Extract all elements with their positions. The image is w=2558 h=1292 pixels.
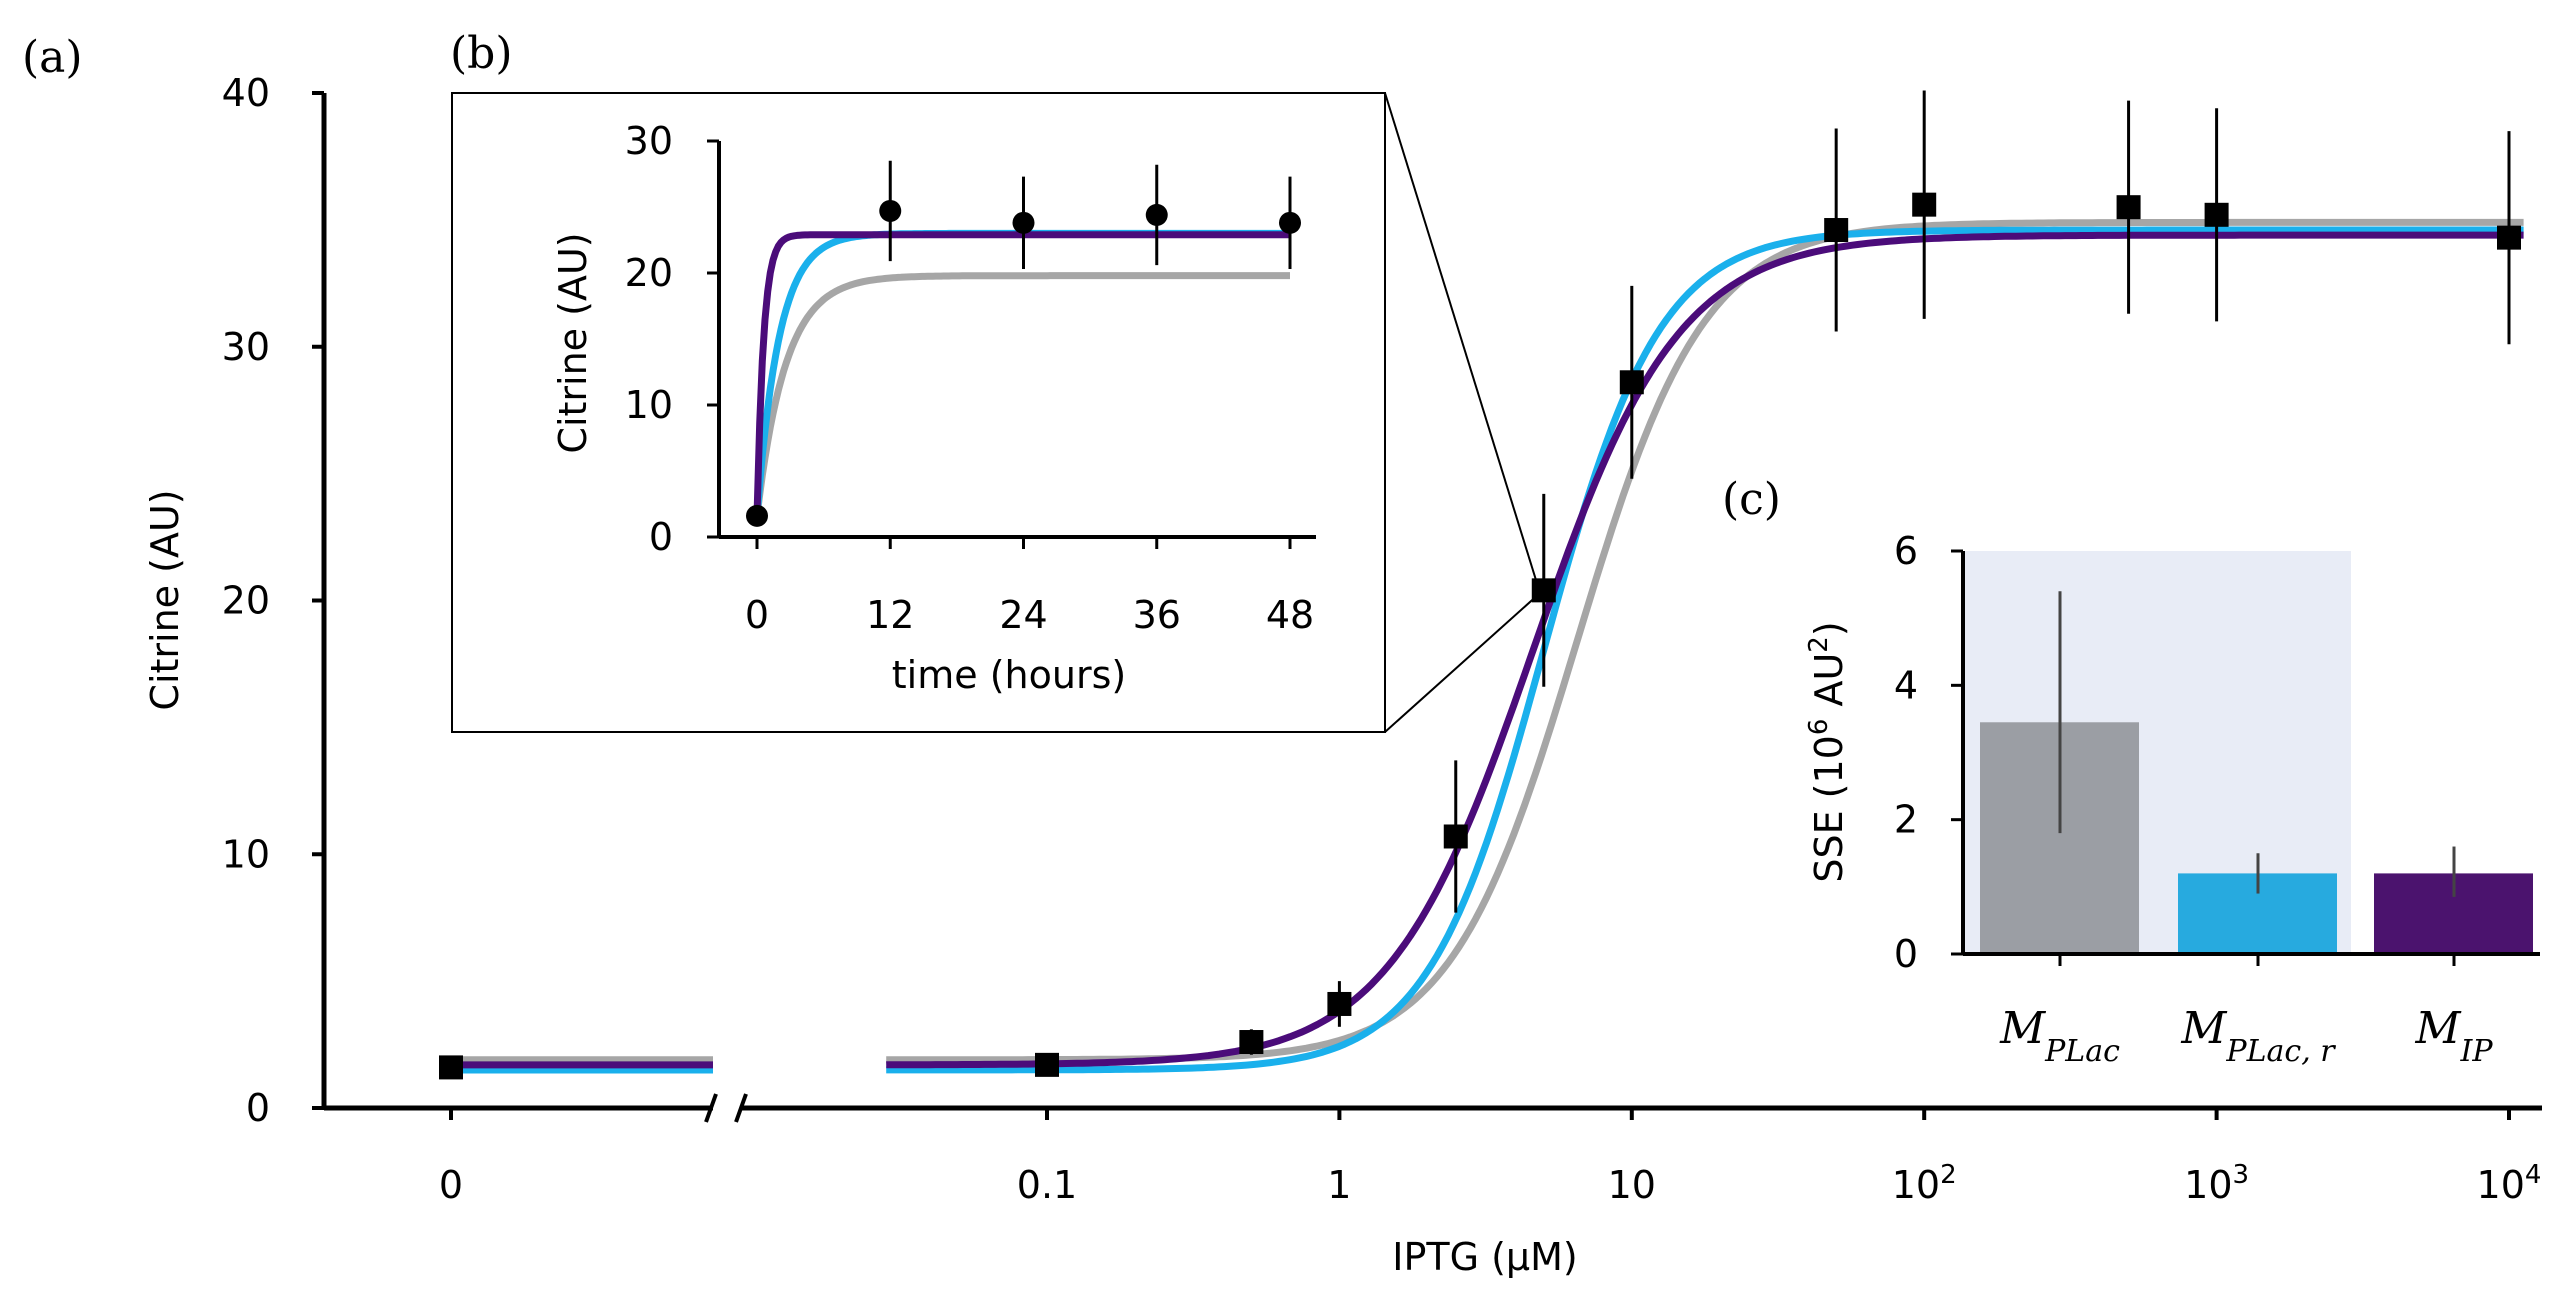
panel-b-inset: 0 10 20 30 0 12 24 36 48 time (hours) Citrine (A…: [451, 92, 1386, 733]
data-point: [2497, 225, 2521, 250]
zoom-connector-bottom: [1384, 592, 1541, 733]
data-point: [1012, 211, 1035, 234]
category-label: MPLac, r: [2180, 1003, 2336, 1069]
x-tick-label: 102: [1892, 1160, 1957, 1207]
data-point: [1531, 578, 1556, 603]
data-point: [1035, 1052, 1059, 1077]
data-point: [746, 504, 768, 527]
fit-curve-mplacr: [886, 226, 2524, 1074]
panel-b-ylabel: Citrine (AU): [551, 232, 595, 453]
panel-a-ylabel: Citrine (AU): [143, 489, 187, 710]
zoom-connector: [1384, 92, 1541, 733]
panel-c-bars: 0 2 4 6 MPLac MPLac, r MIP SSE (106 AU2): [1804, 529, 2540, 1069]
y-tick-label: 20: [222, 579, 270, 623]
panel-label-c: (c): [1722, 474, 1781, 525]
time-curve-mplac: [753, 272, 1291, 517]
x-tick-label: 12: [866, 593, 914, 637]
data-point: [2204, 202, 2229, 227]
y-tick-label: 10: [222, 832, 270, 876]
data-point: [879, 199, 902, 222]
data-point: [1279, 211, 1301, 234]
x-tick-label: 104: [2477, 1160, 2542, 1207]
data-point: [1145, 203, 1168, 226]
y-tick-label: 40: [222, 71, 270, 115]
y-tick-label: 0: [649, 515, 673, 559]
category-label: MPLac: [1999, 1003, 2120, 1069]
panel-label-a: (a): [22, 32, 83, 83]
panel-b-axes: 0 10 20 30 0 12 24 36 48: [625, 119, 1316, 637]
panel-b-xlabel: time (hours): [892, 653, 1126, 697]
fit-curve-mip: [886, 231, 2524, 1069]
data-point: [2116, 195, 2141, 220]
dose-response-curves: [451, 218, 2524, 1074]
y-tick-label: 6: [1894, 529, 1918, 573]
category-label: MIP: [2414, 1003, 2493, 1069]
y-tick-label: 0: [1894, 932, 1918, 976]
y-tick-label: 30: [625, 119, 673, 163]
data-point: [1824, 218, 1849, 243]
dose-response-points: [439, 90, 2521, 1080]
zoom-connector-top: [1384, 92, 1541, 594]
y-tick-label: 20: [625, 251, 673, 295]
data-point: [1912, 192, 1937, 217]
panel-a-xlabel: IPTG (μM): [1392, 1235, 1577, 1279]
axis-break-mark: [734, 1093, 748, 1123]
x-tick-label: 0.1: [1017, 1163, 1077, 1207]
data-point: [439, 1055, 463, 1080]
x-tick-label: 48: [1266, 593, 1314, 637]
y-tick-label: 30: [222, 325, 270, 369]
x-tick-label: 24: [999, 593, 1047, 637]
panel-label-b: (b): [450, 28, 513, 79]
panel-c-ylabel: SSE (106 AU2): [1804, 621, 1851, 882]
y-tick-label: 2: [1894, 798, 1918, 842]
sse-bars: [1980, 591, 2533, 954]
inset-frame: [451, 92, 1386, 733]
panel-c-axes: 0 2 4 6 MPLac MPLac, r MIP: [1894, 529, 2540, 1069]
data-point: [1619, 370, 1644, 395]
x-tick-label: 36: [1133, 593, 1181, 637]
data-point: [1239, 1030, 1264, 1055]
y-tick-label: 10: [625, 383, 673, 427]
data-point: [1443, 824, 1468, 849]
axis-break-mark: [704, 1093, 718, 1123]
x-tick-label: 10: [1608, 1163, 1656, 1207]
x-tick-label: 1: [1327, 1163, 1351, 1207]
time-course-points: [746, 160, 1301, 527]
y-tick-label: 0: [246, 1086, 270, 1130]
x-tick-label: 0: [439, 1163, 463, 1207]
data-point: [1327, 991, 1352, 1016]
x-tick-label: 103: [2184, 1160, 2249, 1207]
y-tick-label: 4: [1894, 663, 1918, 707]
x-tick-label: 0: [745, 593, 769, 637]
